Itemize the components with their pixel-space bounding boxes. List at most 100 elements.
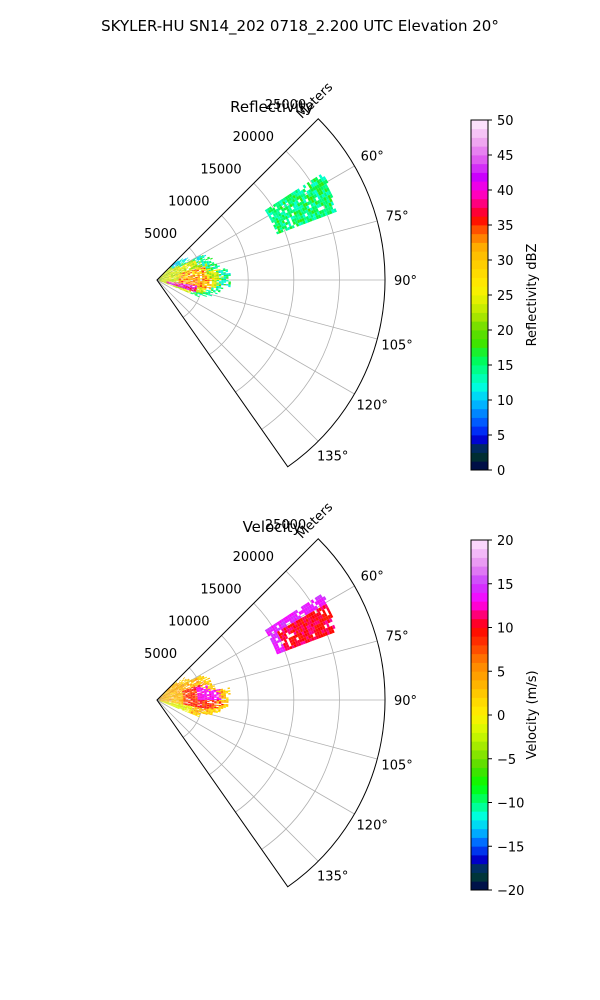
- echo-cell: [186, 262, 189, 264]
- echo-cell: [180, 687, 184, 689]
- echo-cell: [203, 288, 207, 290]
- echo-cell: [164, 701, 167, 702]
- echo-cell: [192, 705, 195, 707]
- echo-cell: [202, 274, 205, 276]
- echo-cell: [175, 704, 178, 706]
- echo-cell: [200, 258, 203, 261]
- echo-cell: [283, 645, 288, 649]
- echo-cell: [173, 269, 177, 271]
- colorbar-swatch: [471, 146, 488, 156]
- echo-cell: [330, 201, 335, 206]
- echo-cell: [282, 617, 287, 622]
- echo-cell: [188, 290, 192, 292]
- echo-cell: [178, 704, 181, 706]
- echo-cell: [202, 695, 205, 697]
- echo-cell: [195, 292, 198, 294]
- echo-cell: [316, 200, 321, 205]
- echo-cell: [209, 273, 212, 276]
- echo-cell: [163, 702, 167, 704]
- echo-cell: [159, 697, 162, 699]
- echo-cell: [317, 195, 321, 200]
- echo-cell: [178, 282, 181, 284]
- echo-cell: [321, 209, 325, 214]
- echo-cell: [172, 692, 175, 694]
- echo-cell: [161, 281, 165, 283]
- echo-cell: [180, 695, 184, 697]
- echo-cell: [227, 690, 231, 692]
- echo-cell: [324, 183, 329, 189]
- echo-cell: [197, 702, 200, 704]
- echo-cell: [186, 678, 190, 681]
- echo-cell: [221, 277, 224, 279]
- echo-cell: [186, 690, 190, 692]
- echo-cell: [178, 694, 181, 696]
- echo-cell: [180, 692, 183, 694]
- echo-cell: [187, 706, 190, 708]
- echo-cell: [215, 267, 218, 269]
- echo-cell: [199, 256, 202, 258]
- echo-cell: [189, 270, 192, 272]
- echo-cell: [198, 291, 201, 293]
- echo-cell: [185, 704, 188, 706]
- echo-cell: [314, 621, 319, 626]
- echo-cell: [166, 281, 170, 282]
- echo-cell: [310, 203, 314, 208]
- echo-cell: [189, 288, 192, 290]
- echo-cell: [178, 699, 182, 700]
- echo-cell: [266, 627, 271, 632]
- echo-cell: [309, 612, 314, 617]
- echo-cell: [228, 281, 231, 283]
- echo-cell: [161, 275, 164, 278]
- echo-cell: [211, 701, 215, 703]
- echo-cell: [188, 700, 191, 702]
- azimuth-spoke: [156, 699, 319, 862]
- echo-cell: [196, 687, 199, 690]
- echo-cell: [183, 703, 186, 704]
- echo-cell: [176, 701, 179, 703]
- echo-cell: [164, 277, 167, 279]
- echo-cell: [170, 694, 174, 696]
- echo-cell: [301, 616, 306, 621]
- echo-cell: [195, 278, 198, 280]
- echo-cell: [164, 278, 167, 279]
- echo-cell: [201, 691, 205, 693]
- echo-cell: [285, 212, 290, 216]
- echo-cell: [209, 705, 212, 707]
- echo-cell: [180, 687, 184, 690]
- echo-cell: [166, 283, 169, 285]
- echo-cell: [310, 187, 314, 192]
- echo-cell: [317, 214, 322, 219]
- echo-cell: [196, 270, 200, 272]
- echo-cell: [169, 270, 172, 273]
- echo-cell: [211, 703, 215, 705]
- echo-cell: [184, 690, 187, 692]
- echo-cell: [174, 685, 177, 688]
- echo-cell: [178, 267, 181, 269]
- echo-cell: [168, 269, 171, 272]
- echo-cell: [164, 281, 167, 282]
- echo-cell: [196, 271, 200, 274]
- echo-cell: [174, 265, 177, 268]
- echo-cell: [162, 700, 165, 702]
- echo-cell: [197, 275, 200, 277]
- echo-cell: [214, 699, 217, 701]
- echo-cell: [291, 225, 295, 229]
- echo-cell: [187, 679, 190, 682]
- echo-cell: [207, 699, 210, 701]
- colorbar-swatch: [471, 653, 488, 663]
- echo-cell: [206, 274, 210, 276]
- echo-cell: [311, 610, 316, 615]
- echo-cell: [310, 179, 315, 184]
- echo-cell: [178, 274, 181, 276]
- echo-cell: [208, 708, 212, 710]
- echo-cell: [290, 192, 295, 197]
- echo-cell: [169, 281, 172, 282]
- echo-cell: [304, 206, 308, 211]
- echo-cell: [213, 705, 217, 707]
- echo-cell: [191, 688, 194, 690]
- echo-cell: [195, 260, 199, 263]
- echo-cell: [177, 266, 181, 269]
- echo-cell: [208, 271, 212, 274]
- echo-cell: [159, 697, 162, 699]
- echo-cell: [177, 273, 181, 275]
